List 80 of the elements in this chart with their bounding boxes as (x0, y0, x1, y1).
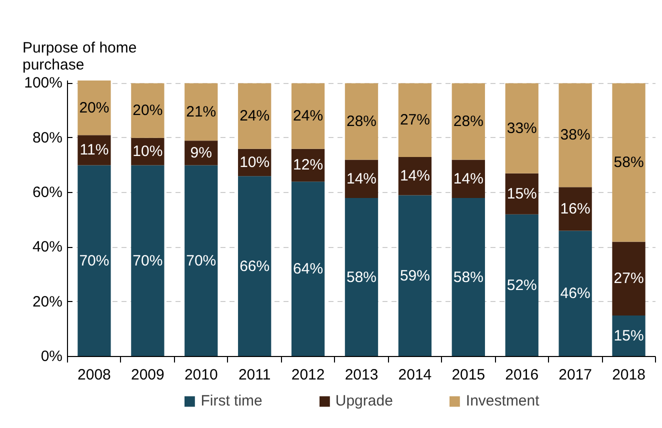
data-label: 46% (560, 285, 590, 302)
data-label: 59% (400, 267, 430, 284)
data-label: 21% (186, 103, 216, 120)
x-tick-label: 2012 (291, 366, 325, 384)
y-tick-label: 100% (24, 74, 63, 92)
data-label: 14% (400, 168, 430, 185)
bar (291, 182, 325, 356)
data-label: 28% (346, 112, 377, 130)
data-label: 14% (453, 170, 484, 188)
data-label: 20% (132, 102, 163, 120)
bar (452, 198, 485, 356)
bar (612, 83, 646, 242)
x-tick-label: 2013 (344, 366, 378, 384)
bar (238, 176, 272, 356)
data-label: 70% (186, 252, 216, 270)
bar (238, 83, 272, 149)
y-tick-label: 0% (40, 348, 63, 365)
data-label: 66% (240, 258, 270, 275)
y-tick-label: 60% (32, 184, 63, 202)
data-label: 20% (79, 99, 110, 116)
data-label: 15% (614, 328, 644, 345)
bar (78, 165, 111, 356)
bar (344, 198, 378, 356)
data-label: 58% (614, 154, 644, 171)
x-tick-label: 2010 (184, 366, 218, 384)
bar (184, 83, 218, 141)
y-tick-label: 80% (32, 129, 63, 146)
data-label: 12% (293, 156, 324, 174)
y-tick-label: 20% (32, 293, 63, 310)
data-label: 58% (346, 268, 377, 286)
bar (558, 187, 592, 231)
data-label: 11% (80, 142, 109, 159)
x-tick-label: 2017 (558, 366, 592, 384)
data-label: 14% (346, 170, 377, 188)
x-tick-label: 2016 (505, 366, 539, 384)
x-tick-label: 2009 (130, 366, 164, 384)
data-label: 27% (614, 270, 644, 288)
bar (131, 83, 164, 138)
data-label: 10% (132, 143, 163, 160)
bar (184, 165, 218, 356)
x-tick-label: 2014 (398, 366, 432, 384)
bar (452, 160, 485, 198)
data-label: 24% (293, 108, 324, 125)
data-label: 24% (240, 108, 270, 125)
data-label: 64% (293, 260, 324, 278)
bar (612, 316, 646, 356)
legend-label: First time (200, 392, 262, 410)
y-tick-label: 40% (32, 238, 63, 256)
bar (558, 230, 592, 356)
bar (452, 83, 485, 160)
data-label: 16% (560, 200, 590, 218)
data-label: 70% (79, 252, 110, 270)
bar (558, 83, 592, 188)
data-label: 33% (506, 120, 537, 137)
y-axis-title: Purpose of home purchase (22, 40, 137, 74)
x-tick-label: 2011 (238, 366, 271, 384)
data-label: 70% (132, 252, 163, 270)
bar (78, 80, 111, 136)
bar (398, 195, 432, 356)
data-label: 15% (506, 185, 537, 202)
data-label: 58% (453, 268, 484, 286)
bar (398, 83, 432, 158)
bar (505, 214, 538, 356)
data-label: 38% (560, 126, 590, 144)
x-tick-label: 2018 (612, 366, 646, 384)
data-label: 27% (400, 112, 430, 129)
data-label: 52% (506, 276, 537, 294)
bar (612, 242, 646, 316)
x-tick-label: 2015 (452, 366, 486, 384)
data-label: 10% (240, 154, 270, 171)
bar (291, 83, 325, 149)
data-label: 28% (453, 112, 484, 130)
bar (344, 160, 378, 198)
x-tick-label: 2008 (78, 366, 111, 384)
bar (505, 83, 538, 174)
data-label: 9% (190, 144, 212, 162)
legend-label: Upgrade (335, 392, 393, 410)
legend-label: Investment (466, 392, 540, 410)
bar (131, 165, 164, 356)
bar (344, 83, 378, 160)
